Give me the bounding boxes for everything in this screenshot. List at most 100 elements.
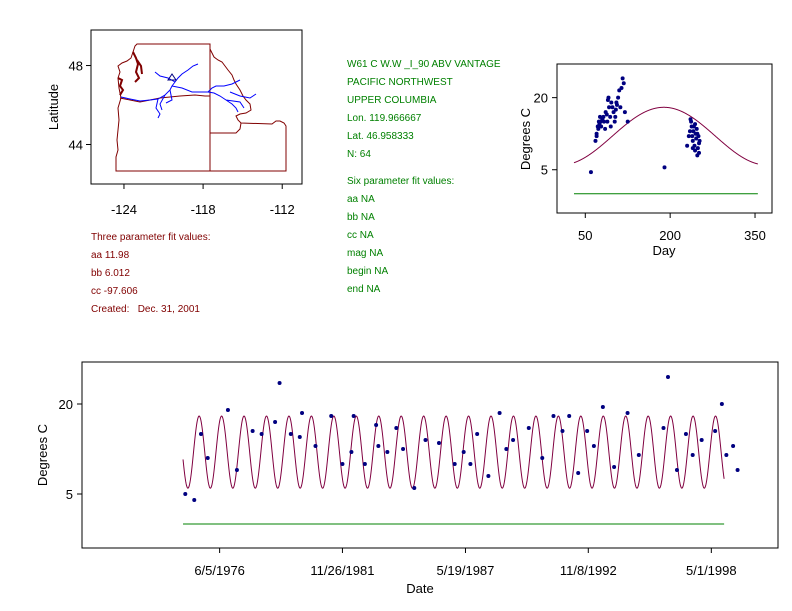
seasonal-data-point	[596, 126, 601, 131]
seasonal-fit-curve	[573, 106, 758, 165]
timeseries-data-point	[683, 432, 688, 436]
timeseries-xlabel: Date	[406, 581, 433, 596]
map-shapes	[115, 43, 287, 172]
timeseries-data-point	[362, 462, 367, 466]
timeseries-data-point	[612, 465, 617, 469]
timeseries-data-point	[719, 402, 724, 406]
timeseries-data-point	[205, 456, 210, 460]
seasonal-data-point	[609, 100, 614, 105]
timeseries-data-point	[436, 441, 441, 445]
three-param-bb: bb 6.012	[91, 268, 130, 279]
station-region: PACIFIC NORTHWEST	[347, 77, 453, 88]
timeseries-x-tick-label: 6/5/1976	[194, 563, 245, 578]
timeseries-frame	[81, 361, 779, 549]
timeseries-data-point	[665, 375, 670, 379]
timeseries-data-point	[713, 429, 718, 433]
timeseries-data-point	[504, 447, 509, 451]
timeseries-data-point	[724, 453, 729, 457]
map-y-tick-label: 48	[69, 59, 83, 74]
station-name: W61 C W.W _I_90 ABV VANTAGE	[347, 59, 501, 70]
seasonal-data-point	[593, 138, 598, 143]
timeseries-data-point	[540, 456, 545, 460]
timeseries-data-point	[475, 432, 480, 436]
timeseries-data-point	[674, 468, 679, 472]
three-param-created: Created: Dec. 31, 2001	[91, 304, 200, 315]
seasonal-data-point	[606, 95, 611, 100]
three-param-cc: cc -97.606	[91, 286, 138, 297]
seasonal-data-point	[694, 126, 699, 131]
timeseries-x-tick-label: 11/26/1981	[310, 563, 374, 578]
timeseries-x-tick-label: 11/8/1992	[560, 563, 617, 578]
station-subregion: UPPER COLUMBIA	[347, 95, 437, 106]
seasonal-x-tick-label: 200	[659, 228, 681, 243]
timeseries-data-point	[731, 444, 736, 448]
timeseries-data-point	[412, 486, 417, 490]
seasonal-data-point	[608, 124, 613, 129]
three-param-fit: Three parameter fit values: aa 11.98 bb …	[91, 229, 211, 319]
timeseries-ticks: 6/5/1976 11/26/1981 5/19/1987 11/8/1992 5/1/…	[59, 397, 737, 578]
seasonal-data-point	[618, 105, 623, 110]
timeseries-data-point	[497, 411, 502, 415]
map-ticks: -124 -118 -112 48 44	[69, 59, 295, 217]
seasonal-data-point	[621, 81, 626, 86]
six-param-end: end NA	[347, 284, 381, 295]
timeseries-data-point	[376, 444, 381, 448]
timeseries-data-point	[198, 432, 203, 436]
timeseries-data-point	[374, 423, 379, 427]
station-lon: Lon. 119.966667	[347, 113, 422, 124]
seasonal-x-tick-label: 350	[744, 228, 766, 243]
timeseries-data-point	[394, 426, 399, 430]
six-param-mag: mag NA	[347, 248, 384, 259]
timeseries-data-point	[511, 438, 516, 442]
timeseries-data-point	[551, 414, 556, 418]
seasonal-data-point	[697, 138, 702, 143]
seasonal-ylabel: Degrees C	[518, 108, 533, 170]
seasonal-data-point	[697, 150, 702, 155]
three-param-aa: aa 11.98	[91, 250, 130, 261]
seasonal-data-point	[688, 117, 693, 122]
seasonal-data-point	[695, 146, 700, 151]
seasonal-data-point	[605, 119, 610, 124]
seasonal-y-tick-label: 20	[534, 91, 548, 106]
timeseries-data-point	[385, 450, 390, 454]
map-state-outline	[115, 43, 287, 172]
timeseries-data-point	[250, 429, 255, 433]
map-x-tick-label: -124	[111, 202, 137, 217]
map-idaho-south-border	[210, 122, 242, 134]
map-x-tick-label: -118	[191, 202, 216, 217]
timeseries-data-point	[401, 447, 406, 451]
map-coast-detail	[117, 77, 125, 96]
timeseries-data-point	[423, 438, 428, 442]
timeseries-panel: 6/5/1976 11/26/1981 5/19/1987 11/8/1992 5/1/…	[35, 361, 779, 596]
map-columbia-river	[120, 63, 199, 119]
seasonal-data-point	[601, 119, 606, 124]
seasonal-data-point	[686, 134, 691, 139]
map-station-marker	[167, 73, 177, 81]
timeseries-data-point	[313, 444, 318, 448]
timeseries-data-point	[591, 444, 596, 448]
timeseries-data-point	[636, 453, 641, 457]
seasonal-data-point	[687, 129, 692, 134]
timeseries-data-point	[225, 408, 230, 412]
three-param-heading: Three parameter fit values:	[91, 232, 211, 243]
seasonal-y-tick-label: 5	[541, 163, 548, 178]
seasonal-data-point	[594, 131, 599, 136]
timeseries-data-point	[486, 474, 491, 478]
timeseries-data-point	[735, 468, 740, 472]
timeseries-data-point	[349, 450, 354, 454]
map-x-tick-label: -112	[270, 202, 295, 217]
seasonal-data-point	[620, 76, 625, 81]
timeseries-data-point	[600, 405, 605, 409]
seasonal-data-point	[693, 122, 698, 127]
timeseries-data-point	[526, 426, 531, 430]
timeseries-data-point	[351, 414, 356, 418]
timeseries-data-point	[297, 435, 302, 439]
seasonal-data-point	[604, 112, 609, 117]
seasonal-data-point	[695, 131, 700, 136]
map-panel: -124 -118 -112 48 44 Latitude	[46, 29, 303, 217]
map-snake-river	[171, 79, 245, 113]
timeseries-data-point	[300, 411, 305, 415]
six-param-begin: begin NA	[347, 266, 389, 277]
seasonal-data-point	[588, 170, 593, 175]
timeseries-x-tick-label: 5/19/1987	[437, 563, 495, 578]
